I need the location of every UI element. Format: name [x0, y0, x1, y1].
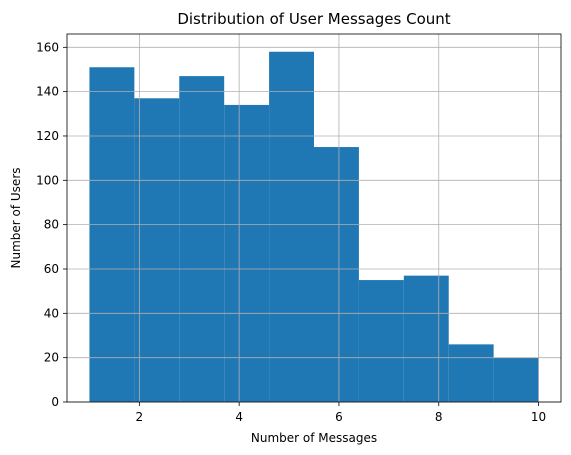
chart-title: Distribution of User Messages Count — [177, 10, 450, 28]
y-tick-label: 100 — [36, 173, 59, 187]
x-tick-label: 8 — [435, 410, 443, 424]
x-axis-label: Number of Messages — [251, 431, 377, 445]
histogram-bar-5 — [269, 52, 314, 402]
y-tick-label: 80 — [44, 218, 59, 232]
y-tick-label: 140 — [36, 85, 59, 99]
x-tick-label: 10 — [531, 410, 546, 424]
x-tick-label: 4 — [235, 410, 243, 424]
y-tick-label: 20 — [44, 351, 59, 365]
histogram-bar-6 — [314, 147, 359, 402]
y-tick-label: 120 — [36, 129, 59, 143]
histogram-bar-7 — [359, 280, 404, 402]
x-tick-label: 6 — [335, 410, 343, 424]
x-axis-ticks: 2 4 6 8 10 — [136, 402, 547, 424]
x-tick-label: 2 — [136, 410, 144, 424]
histogram-bar-9 — [449, 344, 494, 402]
y-axis-ticks: 0 20 40 60 80 100 120 140 160 — [36, 40, 67, 409]
histogram-bar-8 — [404, 276, 449, 402]
histogram-bar-3 — [179, 76, 224, 402]
histogram-bar-2 — [134, 98, 179, 402]
histogram-bar-1 — [89, 67, 134, 402]
y-tick-label: 160 — [36, 40, 59, 54]
y-tick-label: 60 — [44, 262, 59, 276]
y-tick-label: 0 — [51, 395, 59, 409]
histogram-bar-10 — [494, 358, 539, 402]
y-tick-label: 40 — [44, 306, 59, 320]
histogram-bars — [89, 52, 538, 402]
y-axis-label: Number of Users — [9, 167, 23, 268]
